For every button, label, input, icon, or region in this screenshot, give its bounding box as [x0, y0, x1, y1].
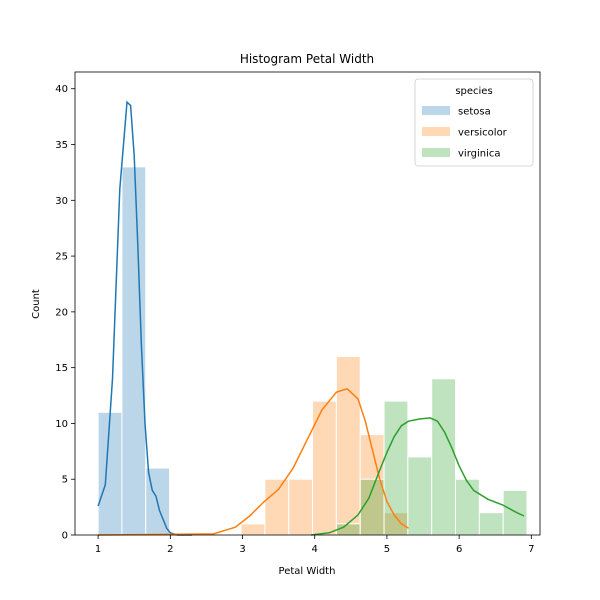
histogram-bar-versicolor — [335, 355, 361, 536]
legend-box — [414, 78, 534, 167]
x-tick-label: 2 — [167, 544, 173, 555]
y-tick-label: 35 — [55, 140, 68, 151]
x-tick-label: 3 — [239, 544, 245, 555]
histogram-bar-virginica — [431, 378, 457, 536]
y-axis-label: Count — [31, 289, 42, 319]
plot-area — [97, 100, 528, 536]
kde-line-setosa — [97, 100, 192, 536]
legend-label-setosa: setosa — [458, 107, 491, 118]
histogram-bar-virginica — [478, 512, 504, 536]
histogram-bar-setosa — [97, 411, 123, 536]
histogram-bar-virginica — [502, 489, 528, 536]
y-tick-label: 40 — [55, 84, 68, 95]
legend-label-virginica: virginica — [458, 149, 501, 160]
y-tick-label: 30 — [55, 196, 68, 207]
histogram-bar-virginica — [407, 456, 433, 536]
x-tick-label: 4 — [312, 544, 318, 555]
x-tick-label: 6 — [456, 544, 462, 555]
histogram-bar-versicolor — [288, 478, 314, 536]
legend-swatch-setosa — [422, 106, 450, 115]
histogram-bar-virginica — [383, 400, 409, 536]
chart-title: Histogram Petal Width — [240, 52, 374, 66]
histogram-bar-versicolor — [264, 478, 290, 536]
y-tick-label: 25 — [55, 252, 68, 263]
kde-line-virginica — [311, 417, 525, 536]
legend-swatch-versicolor — [422, 127, 450, 136]
legend-swatch-virginica — [422, 148, 450, 157]
histogram-bar-virginica — [455, 478, 480, 536]
y-tick-label: 15 — [55, 363, 68, 374]
x-tick-label: 7 — [528, 544, 534, 555]
axes: 1 2 3 4 5 6 7 0 5 10 15 20 25 30 35 40 — [55, 71, 541, 555]
axes-frame — [74, 71, 541, 536]
x-tick-label: 1 — [95, 544, 101, 555]
x-axis-label: Petal Width — [279, 566, 336, 577]
kde-line-versicolor — [98, 387, 409, 536]
y-tick-label: 20 — [55, 307, 68, 318]
legend-label-versicolor: versicolor — [458, 128, 508, 139]
legend-title: species — [455, 86, 492, 97]
x-tick-label: 5 — [384, 544, 390, 555]
y-tick-label: 10 — [55, 419, 68, 430]
histogram-bar-versicolor — [240, 523, 266, 536]
y-tick-label: 0 — [62, 531, 68, 542]
y-tick-label: 5 — [62, 475, 68, 486]
legend: species setosa versicolor virginica — [414, 78, 534, 167]
